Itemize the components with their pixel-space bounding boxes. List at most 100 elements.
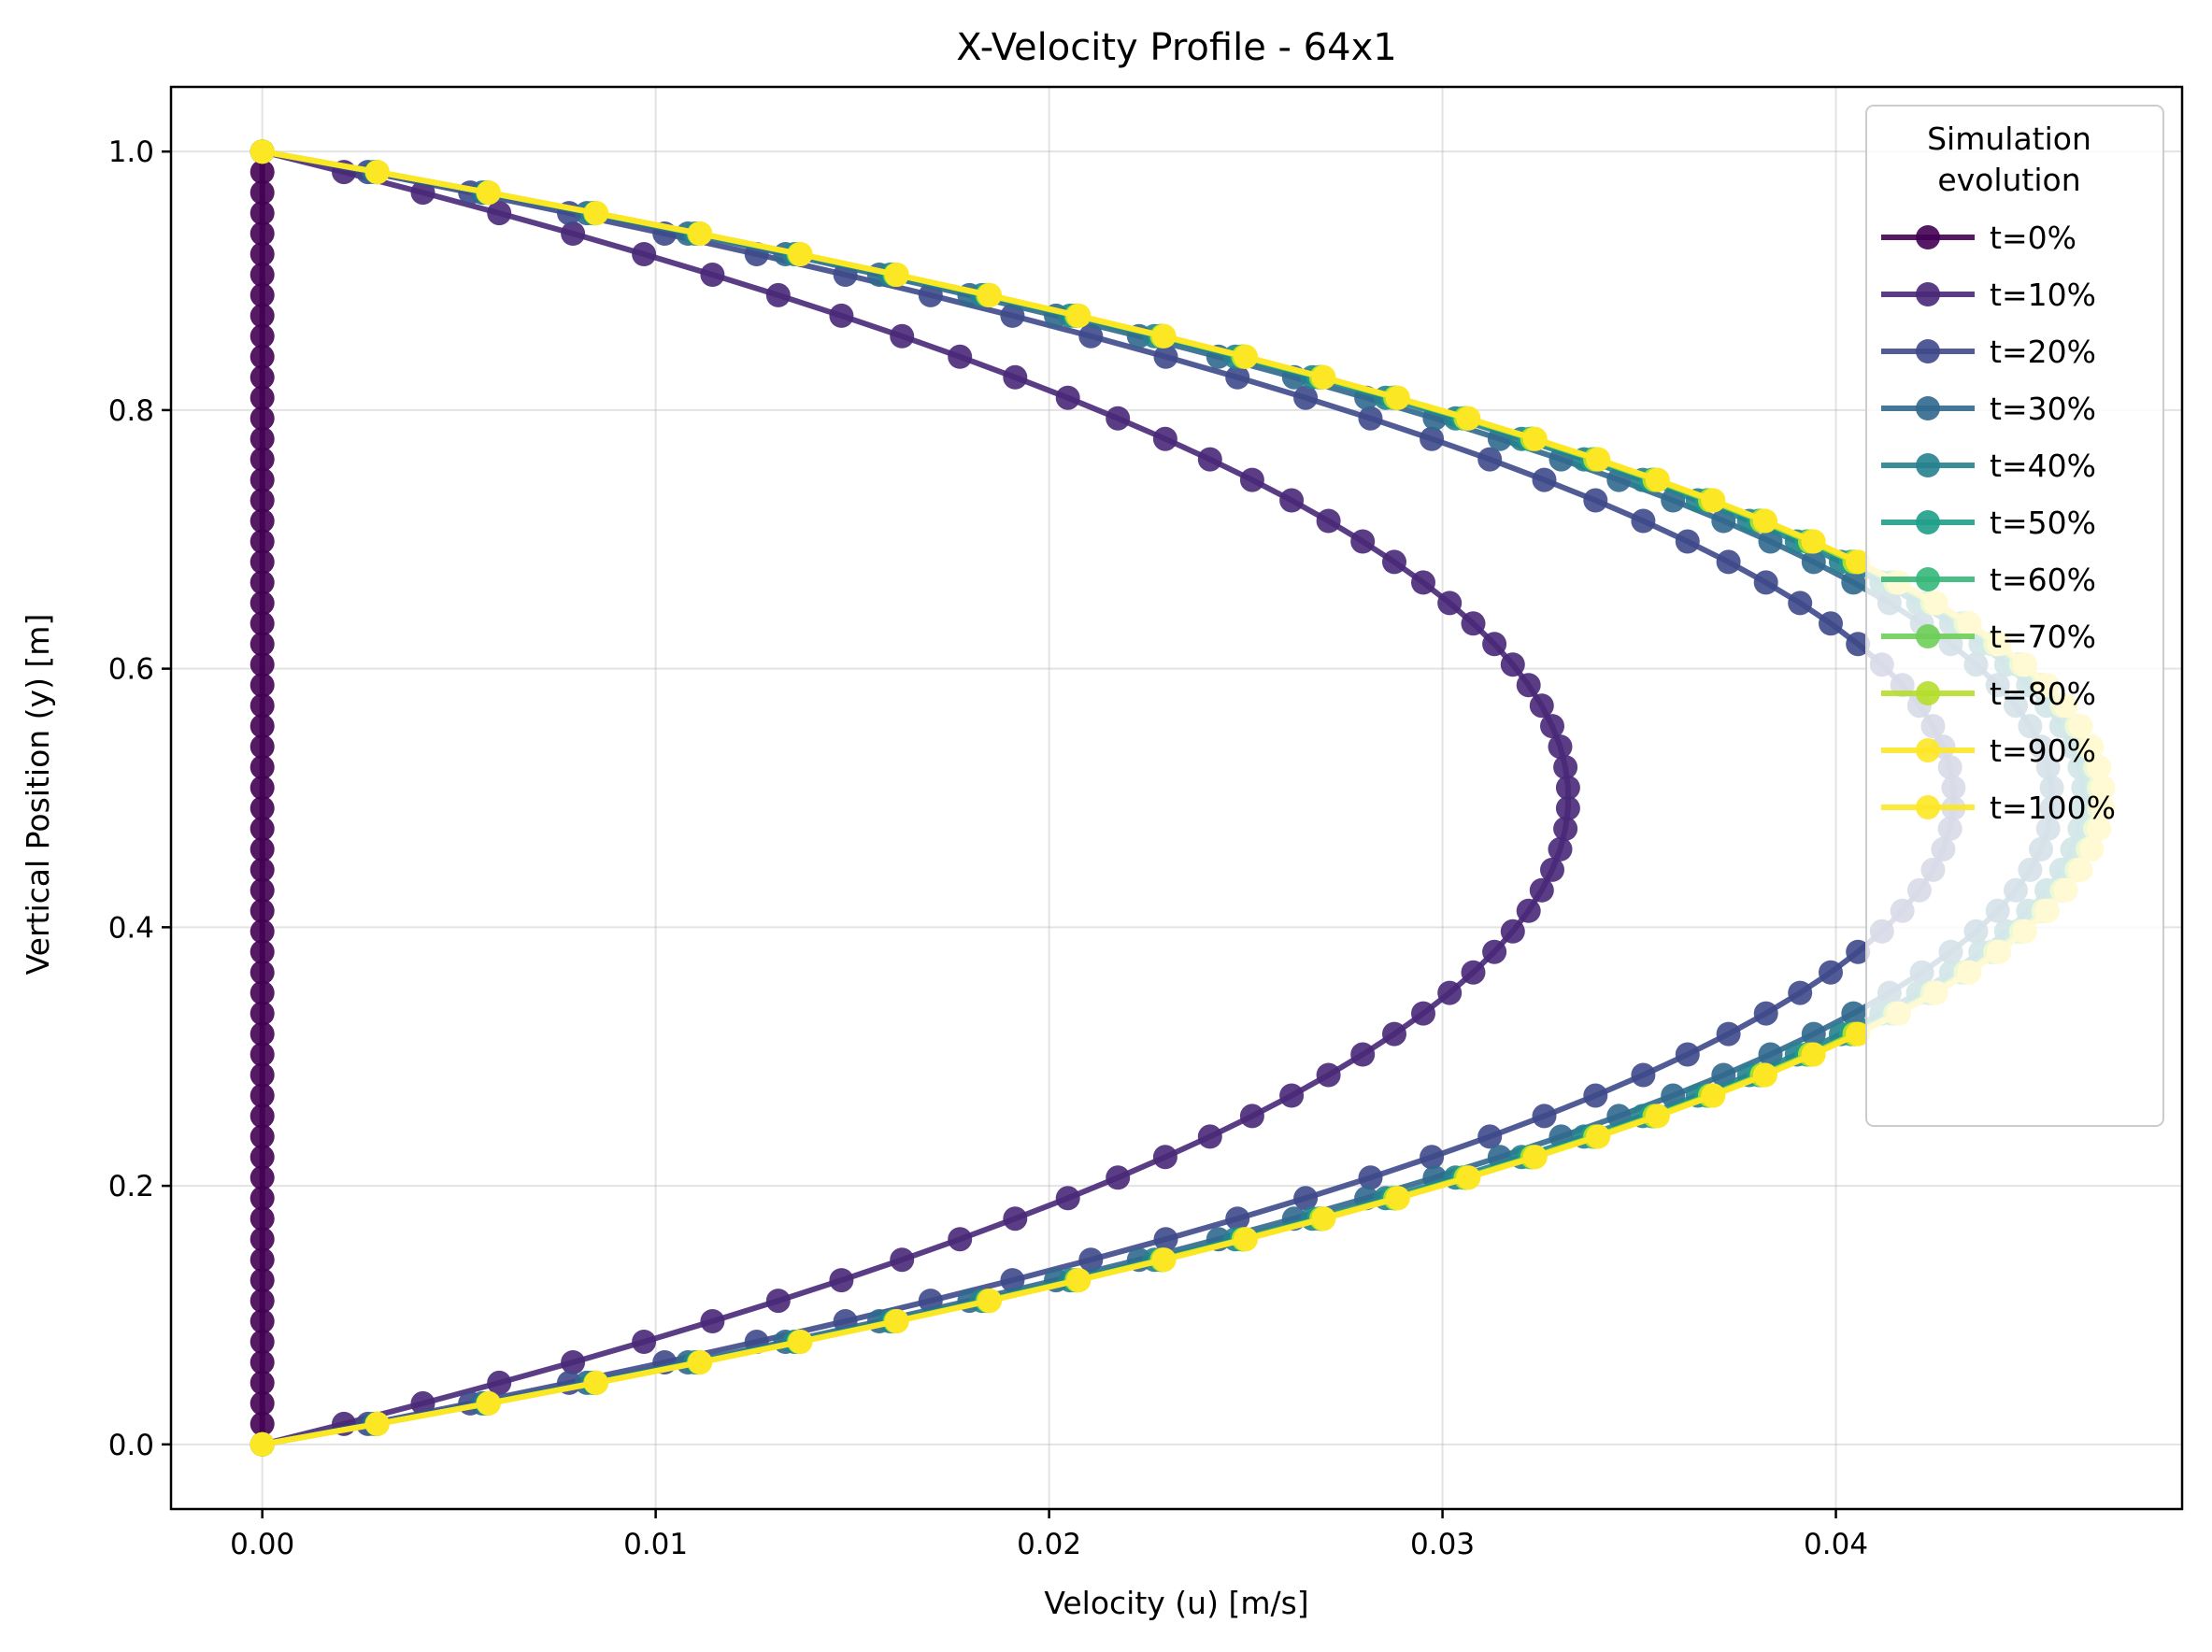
legend-item: t=10% (1881, 277, 2096, 313)
legend-marker (1916, 681, 1940, 705)
x-tick-label: 0.00 (230, 1528, 294, 1561)
data-point (1716, 1021, 1741, 1047)
data-point (884, 263, 909, 287)
legend-marker (1916, 795, 1940, 819)
data-point (1788, 591, 1813, 616)
legend-item: t=30% (1881, 391, 2096, 427)
legend-box (1865, 105, 2164, 1127)
data-point (1553, 816, 1578, 841)
legend-item: t=40% (1881, 448, 2096, 484)
data-point (250, 1350, 275, 1374)
data-point (250, 323, 275, 349)
data-point (250, 406, 275, 431)
x-tick-label: 0.01 (623, 1528, 688, 1561)
data-point (250, 898, 275, 923)
data-point (1385, 1186, 1410, 1211)
data-point (250, 160, 275, 185)
data-point (250, 776, 275, 800)
data-point (250, 488, 275, 513)
data-point (1106, 1165, 1131, 1190)
data-point (1420, 1145, 1445, 1170)
data-point (1482, 632, 1507, 657)
data-point (250, 652, 275, 677)
legend-item: t=20% (1881, 334, 2096, 370)
data-point (700, 263, 725, 287)
legend: Simulation evolution t=0% t=10% t=20% t=30% t=… (1865, 105, 2164, 1127)
data-point (250, 1206, 275, 1232)
data-point (1583, 488, 1608, 513)
data-point (1197, 1124, 1222, 1149)
data-point (250, 836, 275, 862)
data-point (978, 282, 1002, 307)
x-tick-label: 0.02 (1017, 1528, 1081, 1561)
data-point (250, 1268, 275, 1293)
data-point (250, 939, 275, 964)
data-point (1801, 1042, 1826, 1067)
legend-item: t=60% (1881, 562, 2096, 598)
data-point (1645, 1104, 1670, 1129)
data-point (1420, 426, 1445, 451)
data-point (1003, 1206, 1028, 1232)
data-point (829, 1268, 854, 1293)
data-point (250, 1431, 275, 1457)
chart-title: X-Velocity Profile - 64x1 (956, 26, 1396, 69)
data-point (476, 180, 501, 206)
data-point (948, 344, 973, 369)
data-point (1225, 1206, 1250, 1232)
data-point (561, 221, 586, 246)
legend-label: t=80% (1990, 676, 2096, 712)
data-point (250, 1390, 275, 1416)
data-point (1555, 776, 1580, 800)
data-point (1752, 508, 1777, 534)
data-point (1055, 1186, 1080, 1211)
data-point (1358, 406, 1383, 431)
legend-label: t=10% (1990, 277, 2096, 313)
y-tick-label: 0.2 (108, 1170, 154, 1203)
data-point (1788, 980, 1813, 1005)
legend-marker (1916, 396, 1940, 420)
data-point (250, 180, 275, 206)
data-point (1350, 1042, 1376, 1067)
data-point (250, 673, 275, 698)
legend-label: t=60% (1990, 562, 2096, 598)
data-point (250, 857, 275, 882)
data-point (1385, 385, 1410, 410)
data-point (1801, 549, 1826, 575)
data-point (250, 1124, 275, 1149)
data-point (1675, 529, 1700, 554)
data-point (250, 242, 275, 266)
data-point (1532, 1104, 1557, 1129)
data-point (1482, 939, 1507, 964)
data-point (250, 693, 275, 719)
data-point (1066, 1268, 1092, 1293)
data-point (1675, 1042, 1700, 1067)
data-point (250, 1247, 275, 1273)
data-point (1846, 939, 1871, 964)
data-point (1382, 1021, 1406, 1047)
data-point (1153, 344, 1178, 369)
data-point (250, 282, 275, 307)
data-point (1477, 1124, 1503, 1149)
data-point (765, 282, 791, 307)
data-point (250, 263, 275, 287)
data-point (1411, 570, 1435, 595)
legend-item: t=0% (1881, 220, 2076, 256)
data-point (632, 242, 657, 266)
data-point (250, 919, 275, 944)
data-point (1701, 488, 1726, 513)
data-point (250, 1165, 275, 1190)
data-point (1293, 1186, 1319, 1211)
data-point (1516, 898, 1541, 923)
y-tick-label: 0.8 (108, 394, 154, 428)
data-point (250, 508, 275, 534)
data-point (250, 1042, 275, 1067)
data-point (1701, 1083, 1726, 1108)
legend-item: t=50% (1881, 505, 2096, 541)
data-point (487, 201, 512, 226)
data-point (1583, 1083, 1608, 1108)
data-point (688, 1350, 713, 1374)
data-point (250, 139, 275, 164)
legend-marker (1916, 567, 1940, 591)
data-point (1078, 323, 1104, 349)
legend-marker (1916, 225, 1940, 249)
